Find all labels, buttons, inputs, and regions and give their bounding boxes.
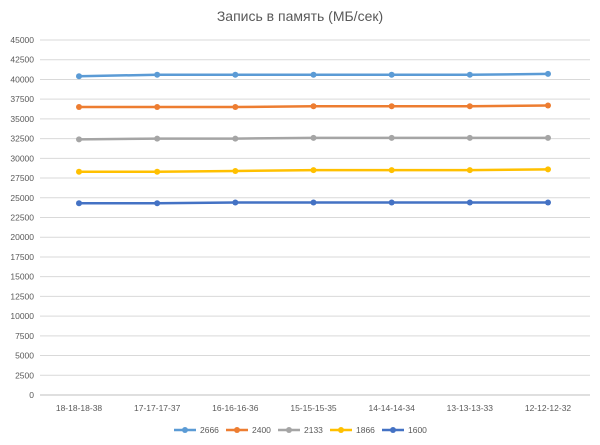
data-point-2133 bbox=[232, 135, 239, 142]
data-point-1866 bbox=[466, 167, 473, 174]
y-tick-label: 2500 bbox=[15, 370, 34, 380]
data-point-1866 bbox=[310, 167, 317, 174]
x-tick-label: 18-18-18-38 bbox=[56, 403, 103, 413]
data-point-2133 bbox=[154, 135, 161, 142]
data-point-2400 bbox=[545, 102, 551, 109]
legend-label: 2133 bbox=[304, 425, 323, 435]
data-point-2400 bbox=[232, 104, 239, 111]
y-tick-label: 0 bbox=[29, 390, 34, 400]
data-point-2133 bbox=[310, 134, 317, 141]
y-tick-label: 12500 bbox=[10, 291, 34, 301]
legend-swatch-marker bbox=[390, 427, 396, 433]
y-tick-label: 27500 bbox=[10, 173, 34, 183]
data-point-1600 bbox=[545, 199, 551, 206]
series-lines bbox=[76, 70, 551, 207]
data-point-2133 bbox=[466, 134, 473, 141]
data-point-2666 bbox=[466, 71, 473, 78]
data-point-1866 bbox=[76, 168, 82, 175]
legend-item-1866: 1866 bbox=[330, 425, 375, 435]
data-point-2400 bbox=[76, 104, 82, 111]
x-tick-label: 16-16-16-36 bbox=[212, 403, 259, 413]
x-tick-label: 13-13-13-33 bbox=[447, 403, 494, 413]
data-point-2400 bbox=[388, 103, 395, 110]
data-point-2400 bbox=[310, 103, 317, 110]
y-tick-label: 25000 bbox=[10, 193, 34, 203]
legend-label: 2666 bbox=[200, 425, 219, 435]
data-point-1600 bbox=[76, 200, 82, 207]
data-point-2666 bbox=[388, 71, 395, 78]
y-tick-label: 32500 bbox=[10, 134, 34, 144]
legend-item-2133: 2133 bbox=[278, 425, 323, 435]
y-tick-label: 17500 bbox=[10, 252, 34, 262]
data-point-1866 bbox=[232, 167, 239, 174]
x-tick-label: 15-15-15-35 bbox=[290, 403, 337, 413]
chart-title: Запись в память (МБ/сек) bbox=[216, 8, 384, 24]
y-tick-label: 5000 bbox=[15, 351, 34, 361]
y-tick-label: 45000 bbox=[10, 35, 34, 45]
data-point-2666 bbox=[232, 71, 239, 78]
data-point-2133 bbox=[76, 136, 82, 143]
y-tick-label: 20000 bbox=[10, 232, 34, 242]
data-point-2666 bbox=[545, 70, 551, 77]
y-tick-label: 37500 bbox=[10, 94, 34, 104]
data-point-1600 bbox=[310, 199, 317, 206]
data-point-2666 bbox=[154, 71, 161, 78]
legend-swatch-marker bbox=[338, 427, 344, 433]
axes: 0 2500 5000 7500 10000 12500 15000 17500 20000 22… bbox=[10, 35, 571, 413]
x-tick-label: 12-12-12-32 bbox=[525, 403, 572, 413]
legend-swatch-marker bbox=[182, 427, 188, 433]
y-tick-label: 35000 bbox=[10, 114, 34, 124]
data-point-2400 bbox=[154, 104, 161, 111]
data-point-1600 bbox=[466, 199, 473, 206]
gridlines bbox=[40, 39, 590, 396]
legend-swatch-marker bbox=[286, 427, 292, 433]
legend-item-2400: 2400 bbox=[226, 425, 271, 435]
data-point-1866 bbox=[545, 166, 551, 173]
y-tick-label: 40000 bbox=[10, 74, 34, 84]
x-tick-label: 14-14-14-34 bbox=[369, 403, 416, 413]
y-tick-label: 15000 bbox=[10, 272, 34, 282]
legend-item-1600: 1600 bbox=[382, 425, 427, 435]
data-point-2133 bbox=[545, 134, 551, 141]
data-point-1600 bbox=[232, 199, 239, 206]
data-point-1600 bbox=[388, 199, 395, 206]
data-point-2666 bbox=[310, 71, 317, 78]
legend: 2666 2400 2133 1866 1600 bbox=[174, 425, 427, 435]
y-tick-label: 30000 bbox=[10, 153, 34, 163]
data-point-1866 bbox=[154, 168, 161, 175]
legend-label: 2400 bbox=[252, 425, 271, 435]
legend-label: 1866 bbox=[356, 425, 375, 435]
y-tick-label: 22500 bbox=[10, 213, 34, 223]
x-tick-label: 17-17-17-37 bbox=[134, 403, 181, 413]
y-tick-label: 10000 bbox=[10, 311, 34, 321]
y-tick-label: 42500 bbox=[10, 55, 34, 65]
data-point-2133 bbox=[388, 134, 395, 141]
legend-swatch-marker bbox=[234, 427, 240, 433]
y-tick-label: 7500 bbox=[15, 331, 34, 341]
data-point-2666 bbox=[76, 73, 82, 80]
data-point-1866 bbox=[388, 167, 395, 174]
legend-label: 1600 bbox=[408, 425, 427, 435]
legend-item-2666: 2666 bbox=[174, 425, 219, 435]
data-point-2400 bbox=[466, 103, 473, 110]
data-point-1600 bbox=[154, 200, 161, 207]
